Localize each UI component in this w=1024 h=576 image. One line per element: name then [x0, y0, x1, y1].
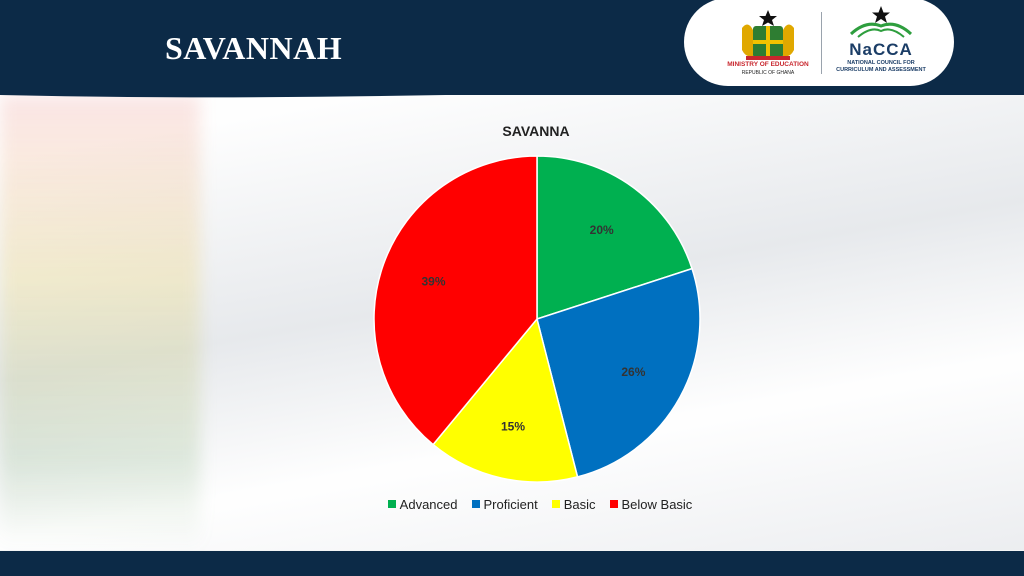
pie-chart: 20% 26% 15% 39%	[373, 155, 701, 483]
footer-bar	[0, 551, 1024, 576]
coat-of-arms-icon	[742, 10, 794, 60]
background-flag-watermark	[0, 95, 200, 550]
logo-banner	[684, 0, 954, 86]
moe-subtitle: REPUBLIC OF GHANA	[741, 70, 795, 76]
legend-item-basic: Basic	[551, 496, 596, 512]
chart-title: SAVANNA	[502, 123, 570, 139]
pie-slice-proficient	[536, 267, 701, 478]
data-label-basic: 15%	[501, 419, 525, 433]
moe-name: MINISTRY OF EDUCATION	[727, 61, 809, 68]
pie-slice-advanced	[536, 155, 693, 321]
nacca-star-icon	[849, 6, 913, 38]
logo-divider	[821, 12, 822, 74]
legend-label: Basic	[563, 496, 596, 512]
legend-swatch	[387, 500, 396, 508]
legend-swatch	[609, 500, 618, 508]
nacca-subtitle-line1: NATIONAL COUNCIL FOR	[847, 60, 915, 66]
legend-label: Advanced	[399, 496, 458, 512]
nacca-name: NaCCA	[849, 40, 913, 59]
data-label-advanced: 20%	[590, 223, 614, 237]
pie-slice-basic	[432, 317, 579, 483]
nacca-logo: NaCCA NATIONAL COUNCIL FOR CURRICULUM AN…	[826, 4, 936, 84]
data-label-below-basic: 39%	[421, 275, 445, 289]
data-label-proficient: 26%	[621, 365, 645, 379]
legend-label: Below Basic	[621, 496, 693, 512]
legend-label: Proficient	[483, 496, 538, 512]
pie-slice-below-basic	[373, 155, 538, 446]
legend-swatch	[551, 500, 560, 508]
legend-item-advanced: Advanced	[387, 496, 458, 512]
legend-item-proficient: Proficient	[471, 496, 538, 512]
legend-swatch	[471, 500, 480, 508]
ministry-of-education-logo: MINISTRY OF EDUCATION REPUBLIC OF GHANA	[720, 6, 816, 78]
nacca-subtitle-line2: CURRICULUM AND ASSESSMENT	[836, 67, 926, 73]
chart-legend: Advanced Proficient Basic Below Basic	[370, 496, 710, 512]
legend-item-below-basic: Below Basic	[609, 496, 693, 512]
page-title: SAVANNAH	[165, 30, 343, 66]
